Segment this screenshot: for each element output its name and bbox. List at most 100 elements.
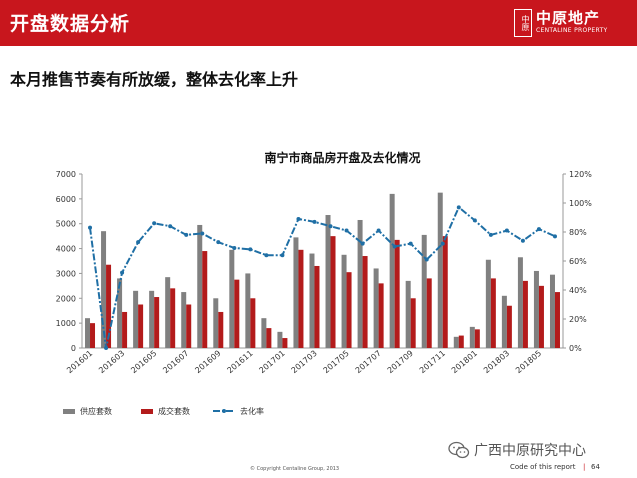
- legend-supply-swatch: [63, 409, 75, 414]
- bar-supply: [469, 326, 475, 348]
- rate-point: [344, 228, 349, 233]
- y-right-tick-label: 100%: [569, 199, 592, 208]
- bar-sales: [122, 311, 128, 348]
- legend-sales-swatch: [141, 409, 153, 414]
- bar-supply: [197, 224, 203, 348]
- bar-sales: [218, 311, 224, 348]
- bar-sales: [490, 278, 496, 348]
- logo-name-cn: 中原地产: [536, 9, 601, 27]
- rate-point: [88, 225, 93, 230]
- bar-sales: [362, 256, 368, 348]
- legend-supply-label: 供应套数: [80, 406, 112, 416]
- legend-rate-marker: [222, 409, 226, 413]
- x-tick-label: 201801: [450, 349, 479, 376]
- bar-supply: [325, 215, 331, 348]
- bar-sales: [506, 305, 512, 348]
- bar-sales: [458, 335, 464, 348]
- bar-supply: [85, 318, 91, 348]
- bar-sales: [202, 251, 208, 348]
- bar-supply: [261, 318, 267, 348]
- bar-sales: [394, 239, 400, 348]
- x-tick-label: 201607: [161, 349, 190, 376]
- bar-supply: [165, 277, 171, 348]
- page-number: 64: [591, 463, 600, 471]
- watermark: 广西中原研究中心: [448, 439, 634, 461]
- bar-sales: [474, 329, 480, 348]
- x-tick-label: 201605: [129, 349, 158, 376]
- y-right-tick-label: 40%: [569, 286, 587, 295]
- y-left-tick-label: 6000: [56, 195, 76, 204]
- y-left-tick-label: 7000: [56, 170, 76, 179]
- bar-supply: [373, 268, 379, 348]
- bar-sales: [154, 297, 160, 348]
- rate-point: [552, 234, 557, 239]
- rate-point: [296, 216, 301, 221]
- bar-supply: [229, 249, 235, 348]
- bar-sales: [538, 285, 544, 348]
- watermark-text: 广西中原研究中心: [474, 443, 586, 459]
- x-tick-label: 201709: [386, 349, 415, 376]
- bar-sales: [106, 264, 112, 348]
- rate-point: [456, 205, 461, 210]
- x-tick-label: 201601: [65, 349, 94, 376]
- bar-sales: [346, 272, 352, 348]
- footer-copyright: © Copyright Centaline Group, 2013: [250, 466, 340, 472]
- rate-point: [152, 221, 157, 226]
- rate-point: [504, 228, 509, 233]
- rate-point: [376, 228, 381, 233]
- rate-point: [440, 241, 445, 246]
- bar-sales: [410, 298, 416, 348]
- bar-supply: [213, 298, 219, 348]
- logo-name-en: CENTALINE PROPERTY: [536, 27, 608, 34]
- rate-point: [136, 240, 141, 245]
- bar-supply: [309, 253, 315, 348]
- rate-point: [280, 253, 285, 258]
- x-tick-label: 201603: [97, 349, 126, 376]
- bar-sales: [298, 249, 304, 348]
- legend-rate-label: 去化率: [240, 406, 264, 416]
- bar-sales: [378, 283, 384, 348]
- bar-supply: [181, 292, 187, 348]
- footer-code: Code of this report: [510, 463, 576, 471]
- rate-point: [264, 253, 269, 258]
- bar-sales: [330, 236, 336, 348]
- y-right-tick-label: 60%: [569, 257, 587, 266]
- bar-sales: [282, 338, 288, 348]
- opening-sales-chart: 南宁市商品房开盘及去化情况 0 1000 2000 3000 4000 5000 6000 70…: [56, 150, 593, 416]
- x-tick-label: 201701: [258, 349, 287, 376]
- rate-point: [232, 245, 237, 250]
- bar-supply: [485, 259, 491, 348]
- y-left-tick-label: 0: [71, 344, 76, 353]
- y-left-tick-label: 4000: [56, 245, 76, 254]
- bar-sales: [314, 265, 320, 348]
- rate-point: [248, 247, 253, 252]
- rate-point: [312, 219, 317, 224]
- rate-point: [328, 224, 333, 229]
- bar-supply: [533, 270, 539, 348]
- bar-supply: [501, 295, 507, 348]
- bar-supply: [517, 257, 523, 348]
- rate-point: [168, 224, 173, 229]
- bar-supply: [405, 280, 411, 348]
- y-left-tick-label: 1000: [56, 319, 76, 328]
- y-right-tick-label: 80%: [569, 228, 587, 237]
- bar-supply: [357, 219, 363, 348]
- footer-separator: |: [583, 463, 586, 471]
- x-tick-label: 201705: [322, 349, 351, 376]
- bar-supply: [101, 231, 107, 348]
- bar-supply: [149, 290, 155, 348]
- wechat-icon: [448, 441, 470, 459]
- x-tick-label: 201711: [418, 349, 447, 376]
- centaline-logo: 中原 中原地产 CENTALINE PROPERTY: [514, 7, 632, 39]
- rate-point: [216, 240, 221, 245]
- rate-point: [360, 241, 365, 246]
- chart-title: 南宁市商品房开盘及去化情况: [264, 150, 420, 165]
- bar-supply: [245, 273, 251, 348]
- bar-supply: [389, 193, 395, 348]
- bar-sales: [266, 328, 272, 348]
- rate-point: [424, 257, 429, 262]
- bar-sales: [250, 298, 256, 348]
- y-left-tick-label: 2000: [56, 294, 76, 303]
- rate-point: [536, 227, 541, 232]
- header-bar: 开盘数据分析 中原 中原地产 CENTALINE PROPERTY: [0, 0, 637, 46]
